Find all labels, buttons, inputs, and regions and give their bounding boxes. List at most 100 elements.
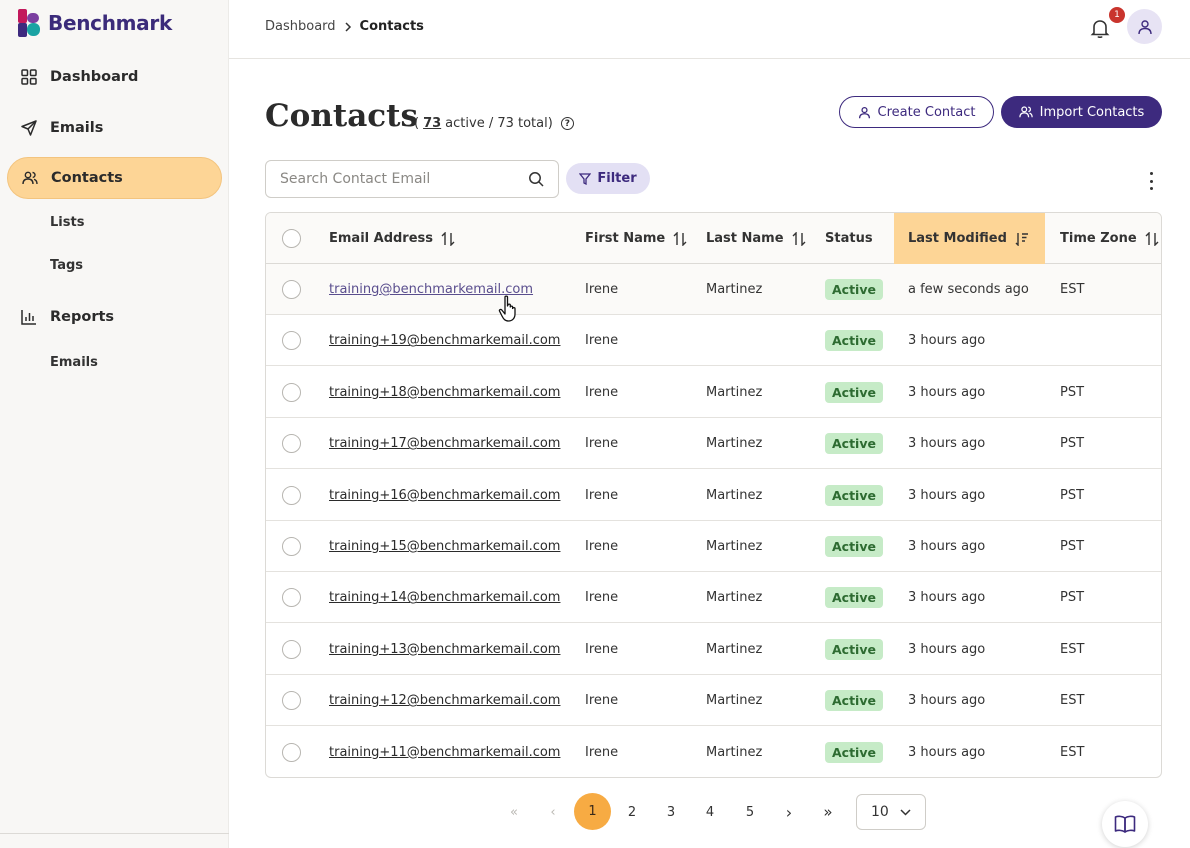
email-link[interactable]: training+14@benchmarkemail.com xyxy=(329,590,561,606)
first-name-cell: Irene xyxy=(585,590,619,606)
status-cell: Active xyxy=(825,572,883,623)
sidebar-item-dashboard[interactable]: Dashboard xyxy=(7,56,222,98)
page-2-button[interactable]: 2 xyxy=(627,804,637,820)
table-row[interactable]: training+18@benchmarkemail.com Irene Marti… xyxy=(266,367,1161,418)
bell-icon[interactable] xyxy=(1088,16,1112,40)
benchmark-logo-icon xyxy=(18,9,40,37)
row-checkbox[interactable] xyxy=(282,588,301,608)
sidebar-sub-report-emails[interactable]: Emails xyxy=(50,355,98,370)
column-label: First Name xyxy=(585,231,666,246)
first-page-button[interactable]: « xyxy=(510,804,518,820)
row-checkbox[interactable] xyxy=(282,537,301,556)
email-link[interactable]: training+17@benchmarkemail.com xyxy=(329,436,561,452)
time-zone-cell: PST xyxy=(1060,436,1085,452)
table-row[interactable]: training+15@benchmarkemail.com Irene Marti… xyxy=(266,521,1161,572)
page-4-button[interactable]: 4 xyxy=(705,804,715,820)
email-link[interactable]: training@benchmarkemail.com xyxy=(329,282,534,297)
table-row[interactable]: training+13@benchmarkemail.com Irene Marti… xyxy=(266,624,1161,675)
status-badge: Active xyxy=(825,587,883,609)
status-cell: Active xyxy=(825,675,883,726)
email-link[interactable]: training+16@benchmarkemail.com xyxy=(329,487,561,503)
page-size-value: 10 xyxy=(871,804,889,820)
column-label: Last Name xyxy=(706,231,784,246)
page-1-button[interactable]: 1 xyxy=(574,793,611,830)
import-contacts-button[interactable]: Import Contacts xyxy=(1001,96,1162,128)
sidebar-sub-tags[interactable]: Tags xyxy=(50,258,84,273)
help-circle-icon[interactable]: ? xyxy=(560,117,574,130)
sidebar-item-emails[interactable]: Emails xyxy=(7,107,222,149)
table-row[interactable]: training+12@benchmarkemail.com Irene Marti… xyxy=(266,675,1161,727)
email-link[interactable]: training+12@benchmarkemail.com xyxy=(329,693,561,709)
column-first-name[interactable]: First Name xyxy=(585,213,687,264)
table-row[interactable]: training+11@benchmarkemail.com Irene Marti… xyxy=(266,727,1161,777)
row-checkbox[interactable] xyxy=(282,280,301,299)
filter-icon xyxy=(579,172,592,185)
breadcrumb-dashboard[interactable]: Dashboard xyxy=(265,19,336,34)
last-modified-cell: 3 hours ago xyxy=(908,590,986,606)
status-badge: Active xyxy=(825,741,883,763)
avatar[interactable] xyxy=(1127,9,1162,44)
column-label: Status xyxy=(825,231,873,246)
column-last-name[interactable]: Last Name xyxy=(706,213,806,264)
last-modified-cell: 3 hours ago xyxy=(908,487,986,503)
search-input[interactable] xyxy=(280,171,528,187)
column-time-zone[interactable]: Time Zone xyxy=(1060,213,1159,264)
email-link[interactable]: training+18@benchmarkemail.com xyxy=(329,384,561,400)
help-book-button[interactable] xyxy=(1102,801,1148,847)
table-row[interactable]: training+16@benchmarkemail.com Irene Marti… xyxy=(266,470,1161,521)
sidebar-item-contacts[interactable]: Contacts xyxy=(7,157,222,199)
create-contact-button[interactable]: Create Contact xyxy=(839,96,994,128)
email-link[interactable]: training+13@benchmarkemail.com xyxy=(329,641,561,657)
page-3-button[interactable]: 3 xyxy=(666,804,676,820)
column-label: Last Modified xyxy=(908,231,1007,246)
column-last-modified[interactable]: Last Modified xyxy=(894,213,1045,264)
table-row[interactable]: training+14@benchmarkemail.com Irene Marti… xyxy=(266,572,1161,624)
counts-text: active / 73 total) xyxy=(445,116,553,131)
email-link[interactable]: training+11@benchmarkemail.com xyxy=(329,744,561,760)
sort-icon xyxy=(792,231,806,246)
last-name-cell: Martinez xyxy=(706,641,763,657)
column-email[interactable]: Email Address xyxy=(329,213,455,264)
column-label: Time Zone xyxy=(1060,231,1137,246)
row-checkbox[interactable] xyxy=(282,331,301,351)
sidebar-item-reports[interactable]: Reports xyxy=(7,296,222,338)
last-page-button[interactable]: » xyxy=(823,803,833,821)
table-row[interactable]: training@benchmarkemail.com Irene Martinez… xyxy=(266,264,1161,315)
email-link[interactable]: training+15@benchmarkemail.com xyxy=(329,539,561,554)
first-name-cell: Irene xyxy=(585,539,619,554)
breadcrumb-current: Contacts xyxy=(359,19,424,34)
contacts-table: Email Address First Name Last Name Statu… xyxy=(265,212,1162,778)
status-cell: Active xyxy=(825,367,883,418)
row-checkbox[interactable] xyxy=(282,382,301,402)
email-link[interactable]: training+19@benchmarkemail.com xyxy=(329,333,561,349)
first-name-cell: Irene xyxy=(585,744,619,760)
row-checkbox[interactable] xyxy=(282,434,301,454)
row-checkbox[interactable] xyxy=(282,485,301,505)
filter-button[interactable]: Filter xyxy=(566,163,650,194)
last-name-cell: Martinez xyxy=(706,436,763,452)
row-checkbox[interactable] xyxy=(282,742,301,762)
prev-page-button[interactable]: ‹ xyxy=(550,804,556,820)
sidebar-item-label: Reports xyxy=(50,309,115,325)
select-all-checkbox[interactable] xyxy=(282,229,301,248)
active-count-link[interactable]: 73 xyxy=(423,116,442,131)
hand-pointer-cursor-icon xyxy=(498,295,516,322)
search-icon[interactable] xyxy=(528,171,544,187)
more-options-icon[interactable] xyxy=(1143,172,1159,190)
status-cell: Active xyxy=(825,521,883,572)
users-icon xyxy=(1018,106,1033,118)
row-checkbox[interactable] xyxy=(282,639,301,659)
page-5-button[interactable]: 5 xyxy=(745,804,755,820)
next-page-button[interactable]: › xyxy=(785,802,793,822)
time-zone-cell: EST xyxy=(1060,641,1085,657)
sort-icon xyxy=(441,231,455,246)
table-row[interactable]: training+17@benchmarkemail.com Irene Marti… xyxy=(266,418,1161,470)
time-zone-cell: PST xyxy=(1060,590,1085,606)
page-size-select[interactable]: 10 xyxy=(856,794,926,830)
table-row[interactable]: training+19@benchmarkemail.com Irene Activ… xyxy=(266,315,1161,367)
logo[interactable]: Benchmark xyxy=(18,9,172,37)
row-checkbox[interactable] xyxy=(282,691,301,711)
column-label: Email Address xyxy=(329,231,434,246)
page-title: Contacts xyxy=(265,98,418,134)
sidebar-sub-lists[interactable]: Lists xyxy=(50,215,85,230)
